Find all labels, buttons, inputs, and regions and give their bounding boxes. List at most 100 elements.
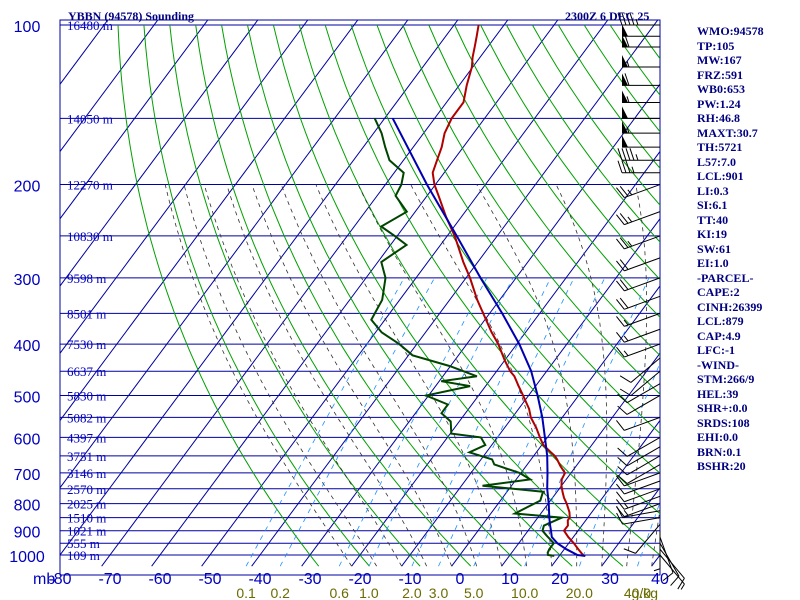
wind-barb-feather bbox=[619, 185, 629, 197]
isotherm-line bbox=[60, 20, 209, 220]
index-entry: LFC:-1 bbox=[697, 343, 735, 357]
isotherm-line bbox=[451, 285, 660, 567]
moist-adiabat-line bbox=[203, 184, 403, 567]
wind-barb bbox=[616, 480, 661, 495]
pressure-tick-label: 900 bbox=[14, 525, 41, 542]
dewpoint-profile-line bbox=[370, 117, 566, 557]
wind-barb-half-feather bbox=[623, 319, 629, 326]
wind-barb-feather bbox=[617, 474, 628, 484]
wind-barb-shaft bbox=[624, 312, 661, 327]
index-entry: -PARCEL- bbox=[697, 270, 754, 285]
temperature-tick-label: -60 bbox=[148, 571, 171, 588]
height-label: 3146 m bbox=[67, 466, 106, 481]
temperature-tick-label: -70 bbox=[98, 571, 121, 588]
moist-adiabat-line bbox=[476, 184, 578, 567]
index-entry: SRDS:108 bbox=[697, 415, 750, 430]
pressure-tick-label: 800 bbox=[14, 498, 41, 515]
wind-barb-shaft bbox=[626, 436, 661, 457]
height-label: 2570 m bbox=[67, 482, 106, 497]
mixing-ratio-line bbox=[338, 277, 488, 567]
index-entry: WB0:653 bbox=[697, 82, 745, 96]
mixing-ratio-line bbox=[438, 277, 575, 567]
wind-barb-feather bbox=[625, 148, 631, 161]
index-entry: LI:0.3 bbox=[697, 183, 729, 198]
height-label: 5082 m bbox=[67, 410, 106, 425]
wind-barb-shaft bbox=[635, 523, 661, 554]
wind-barb bbox=[622, 54, 660, 68]
index-entry: BRN:0.1 bbox=[697, 444, 742, 459]
wind-barb-pennant bbox=[622, 73, 628, 86]
wind-barb-feather bbox=[616, 512, 624, 525]
wind-barb-half-feather bbox=[626, 96, 630, 103]
mixing-ratio-label: 3.0 bbox=[429, 585, 449, 600]
mixing-ratio-line bbox=[368, 277, 514, 567]
temperature-tick-label: 30 bbox=[601, 571, 619, 588]
isotherm-line bbox=[351, 150, 660, 567]
wind-barb bbox=[616, 495, 661, 510]
index-entry: PW:1.24 bbox=[697, 96, 741, 111]
wind-barb-half-feather bbox=[635, 18, 639, 26]
wind-barb-feather bbox=[617, 447, 628, 457]
wind-barb bbox=[617, 12, 660, 26]
moist-adiabat-line bbox=[357, 184, 528, 567]
wind-barb-feather bbox=[616, 420, 625, 431]
wind-barb-feather bbox=[617, 405, 628, 415]
wind-barb bbox=[616, 343, 661, 358]
dry-adiabat-line bbox=[480, 24, 660, 281]
wind-barb-half-feather bbox=[680, 583, 685, 590]
wind-barb bbox=[622, 90, 660, 103]
index-entry: SI:6.1 bbox=[697, 198, 728, 212]
index-entry: MW:167 bbox=[697, 53, 742, 67]
wind-barb-half-feather bbox=[626, 60, 630, 68]
dry-adiabat-line bbox=[195, 24, 472, 567]
dry-adiabat-line bbox=[247, 24, 573, 567]
wind-barb-shaft bbox=[624, 503, 661, 518]
wind-barb bbox=[622, 121, 660, 134]
temperature-tick-label: -40 bbox=[248, 571, 271, 588]
wind-barb-shaft bbox=[622, 517, 661, 525]
wind-barb-feather bbox=[619, 279, 629, 290]
wind-barb-feather bbox=[670, 575, 680, 586]
dry-adiabat-line bbox=[221, 24, 522, 567]
mixing-ratio-line bbox=[637, 501, 660, 567]
wind-barb-pennant bbox=[622, 106, 628, 119]
index-entry: TH:5721 bbox=[697, 140, 743, 154]
wind-barb-feather bbox=[616, 346, 625, 358]
wind-barb-shaft bbox=[624, 495, 661, 510]
wind-barb bbox=[622, 73, 660, 86]
wind-barb bbox=[616, 328, 661, 343]
height-label: 1510 m bbox=[67, 511, 106, 526]
mixing-ratio-label: 2.0 bbox=[402, 585, 422, 600]
pressure-tick-label: 300 bbox=[14, 272, 41, 289]
mixing-ratio-label: 40.0 bbox=[624, 585, 651, 600]
wind-barb bbox=[617, 395, 661, 415]
mixing-ratio-line bbox=[279, 277, 435, 567]
wind-barb-half-feather bbox=[623, 510, 629, 516]
wind-barb-feather bbox=[623, 548, 636, 554]
index-entry: WMO:94578 bbox=[697, 24, 764, 38]
index-entry: CINH:26399 bbox=[697, 299, 763, 314]
wind-barb bbox=[622, 34, 660, 48]
wind-barb bbox=[619, 370, 661, 397]
height-label: 3751 m bbox=[67, 449, 106, 464]
mixing-ratio-line bbox=[524, 277, 650, 567]
wind-barb-feather bbox=[619, 237, 629, 248]
wind-barb-pennant bbox=[622, 121, 628, 134]
temperature-tick-label: 40 bbox=[651, 571, 669, 588]
moist-adiabat-line bbox=[315, 184, 503, 567]
wind-barb-pennant bbox=[622, 34, 628, 47]
height-label: 4397 m bbox=[67, 430, 106, 445]
dry-adiabat-line bbox=[272, 24, 624, 567]
isotherm-line bbox=[60, 20, 359, 422]
wind-barb-feather bbox=[616, 506, 625, 517]
wind-barb-feather bbox=[619, 297, 629, 309]
index-entry: EHI:0.0 bbox=[697, 430, 739, 444]
index-entry: MAXT:30.7 bbox=[697, 125, 758, 140]
mixing-ratio-line bbox=[579, 362, 660, 567]
wind-barb-feather bbox=[616, 499, 625, 510]
height-label: 2025 m bbox=[67, 497, 106, 512]
wind-barb-shaft bbox=[630, 370, 661, 397]
height-label: 9598 m bbox=[67, 271, 106, 286]
temperature-tick-label: -30 bbox=[298, 571, 321, 588]
